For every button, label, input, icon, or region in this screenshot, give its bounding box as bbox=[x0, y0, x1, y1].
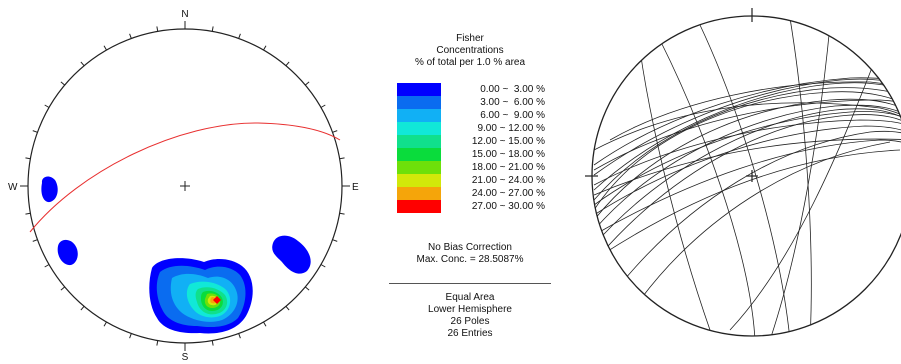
legend-swatch bbox=[397, 148, 441, 161]
azimuth-tick bbox=[80, 61, 85, 67]
azimuth-tick bbox=[25, 157, 31, 160]
contour-cluster-west bbox=[41, 176, 58, 203]
azimuth-tick bbox=[44, 264, 50, 268]
hemisphere: Lower Hemisphere bbox=[428, 304, 512, 315]
legend-swatch bbox=[397, 83, 441, 96]
legend-swatch bbox=[397, 122, 441, 135]
azimuth-tick bbox=[285, 61, 290, 67]
legend-range-label: 12.00 ~ 15.00 % bbox=[471, 136, 545, 147]
azimuth-tick bbox=[60, 286, 66, 291]
south-label: S bbox=[182, 352, 189, 363]
azimuth-tick bbox=[339, 157, 345, 160]
azimuth-tick bbox=[44, 104, 50, 108]
azimuth-tick bbox=[339, 212, 345, 215]
legend-divider bbox=[389, 283, 551, 284]
bias-note: No Bias Correction bbox=[428, 242, 512, 253]
azimuth-tick bbox=[304, 286, 310, 291]
pole-density-stereonet: N S E W bbox=[8, 9, 359, 363]
azimuth-tick bbox=[320, 264, 326, 268]
pole-count: 26 Poles bbox=[450, 316, 490, 327]
legend-title-line-2: Concentrations bbox=[436, 45, 504, 56]
azimuth-tick bbox=[211, 340, 214, 346]
legend-swatch bbox=[397, 161, 441, 174]
legend-range-label: 9.00 ~ 12.00 % bbox=[477, 123, 545, 134]
azimuth-tick bbox=[103, 321, 107, 327]
azimuth-tick bbox=[285, 305, 290, 311]
azimuth-tick bbox=[32, 239, 38, 242]
legend-title-line-3: % of total per 1.0 % area bbox=[414, 57, 526, 68]
azimuth-tick bbox=[129, 33, 132, 39]
azimuth-tick bbox=[103, 45, 107, 51]
great-circles bbox=[593, 17, 901, 336]
azimuth-tick bbox=[25, 212, 31, 215]
azimuth-tick bbox=[320, 104, 326, 108]
azimuth-tick bbox=[156, 26, 159, 32]
legend-range-label: 0.00 ~ 3.00 % bbox=[480, 84, 545, 95]
east-label: E bbox=[352, 182, 359, 193]
legend-range-label: 24.00 ~ 27.00 % bbox=[471, 188, 545, 199]
contour-cluster-southwest bbox=[57, 239, 78, 266]
mean-plane-great-circle bbox=[29, 122, 341, 233]
legend-swatch bbox=[397, 135, 441, 148]
azimuth-tick bbox=[32, 130, 38, 133]
legend-swatch bbox=[397, 109, 441, 122]
azimuth-tick bbox=[332, 239, 338, 242]
contour-peak-27-30 bbox=[213, 296, 221, 304]
legend-range-label: 27.00 ~ 30.00 % bbox=[471, 201, 545, 212]
entry-count: 26 Entries bbox=[447, 328, 493, 339]
azimuth-tick bbox=[238, 333, 241, 339]
legend-swatch bbox=[397, 187, 441, 200]
stereonet-primitive-circle bbox=[27, 28, 343, 344]
legend-range-label: 15.00 ~ 18.00 % bbox=[471, 149, 545, 160]
west-label: W bbox=[8, 182, 18, 193]
legend-range-label: 18.00 ~ 21.00 % bbox=[471, 162, 545, 173]
stereonet-primitive-circle bbox=[591, 15, 901, 337]
legend-title-line-1: Fisher bbox=[456, 33, 484, 44]
legend-swatch bbox=[397, 200, 441, 213]
azimuth-tick bbox=[129, 333, 132, 339]
azimuth-tick bbox=[60, 81, 66, 86]
max-concentration: Max. Conc. = 28.5087% bbox=[416, 254, 524, 265]
azimuth-ticks bbox=[20, 21, 350, 351]
legend-swatch bbox=[397, 96, 441, 109]
projection-type: Equal Area bbox=[445, 292, 495, 303]
pole-density-contours bbox=[41, 176, 311, 334]
azimuth-tick bbox=[80, 305, 85, 311]
contour-legend: Fisher Concentrations % of total per 1.0… bbox=[385, 0, 555, 364]
azimuth-tick bbox=[332, 130, 338, 133]
north-label: N bbox=[181, 9, 188, 20]
center-cross bbox=[746, 170, 758, 182]
legend-range-label: 3.00 ~ 6.00 % bbox=[480, 97, 545, 108]
azimuth-tick bbox=[238, 33, 241, 39]
cardinal-ticks bbox=[585, 8, 753, 177]
legend-range-label: 6.00 ~ 9.00 % bbox=[480, 110, 545, 121]
legend-range-label: 21.00 ~ 24.00 % bbox=[471, 175, 545, 186]
center-cross bbox=[180, 181, 190, 191]
great-circles-stereonet bbox=[585, 8, 901, 337]
azimuth-tick bbox=[263, 321, 267, 327]
azimuth-tick bbox=[304, 81, 310, 86]
azimuth-tick bbox=[156, 340, 159, 346]
azimuth-tick bbox=[263, 45, 267, 51]
contour-cluster-southeast bbox=[272, 235, 311, 274]
azimuth-tick bbox=[211, 26, 214, 32]
legend-swatch bbox=[397, 174, 441, 187]
